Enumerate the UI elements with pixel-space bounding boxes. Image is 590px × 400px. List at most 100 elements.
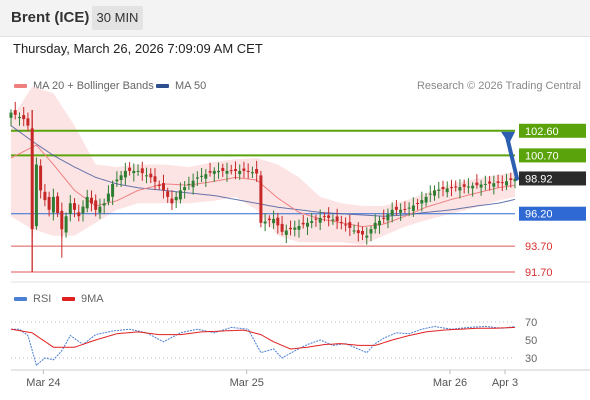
candle-body — [102, 203, 106, 206]
candle-body — [458, 187, 462, 191]
level-label-96.20: 96.20 — [525, 209, 553, 221]
candle-body — [187, 183, 191, 185]
ma20-legend-swatch — [14, 84, 27, 88]
candle-body — [22, 115, 26, 120]
candle-body — [250, 172, 254, 174]
candle-body — [195, 177, 199, 179]
candle-body — [157, 184, 161, 186]
candle-body — [259, 175, 263, 223]
ma50-line — [10, 125, 516, 217]
candle-body — [39, 165, 43, 191]
candle-body — [420, 200, 424, 204]
rsi-legend-label: RSI — [33, 293, 52, 305]
candle-body — [123, 170, 127, 178]
time-label: Apr 3 — [492, 377, 518, 389]
bollinger-band — [11, 86, 515, 245]
candle-body — [433, 190, 436, 196]
candle-body — [166, 191, 170, 197]
candle-body — [47, 197, 51, 210]
candle-body — [90, 197, 93, 204]
candle-body — [9, 112, 13, 118]
candle-body — [280, 223, 284, 232]
rsi-series-RSI — [11, 325, 516, 367]
instrument-title: Brent (ICE) — [11, 9, 90, 26]
candle-body — [492, 183, 496, 187]
candle-body — [178, 190, 182, 200]
forecast-arrow-head — [501, 131, 515, 144]
candle-body — [331, 219, 335, 221]
candle-body — [13, 110, 17, 115]
level-label-91.70: 91.70 — [525, 267, 553, 279]
candle-body — [51, 196, 55, 213]
candle-body — [344, 224, 348, 226]
candle-body — [128, 167, 132, 171]
candle-body — [479, 184, 483, 188]
level-tag-96.20 — [519, 206, 586, 221]
ma50-legend-label: MA 50 — [175, 80, 207, 92]
candle-body — [115, 179, 119, 182]
candle-body — [352, 230, 356, 232]
candle-body — [399, 209, 403, 213]
candle-body — [85, 196, 89, 209]
candle-body — [314, 218, 318, 220]
candle-body — [411, 205, 415, 211]
candle-body — [174, 196, 178, 201]
candle-body — [111, 183, 115, 197]
candle-body — [204, 174, 208, 179]
candle-body — [217, 170, 220, 173]
candle-body — [403, 208, 407, 210]
candle-body — [272, 218, 276, 224]
candle-body — [132, 170, 136, 174]
candle-body — [255, 169, 259, 174]
candle-body — [26, 118, 30, 126]
candle-body — [106, 193, 110, 202]
candle-body — [378, 220, 381, 226]
candle-body — [208, 171, 212, 173]
candle-body — [373, 222, 377, 229]
candle-body — [229, 170, 233, 172]
candle-body — [424, 196, 428, 203]
ma50-legend-swatch — [156, 84, 169, 88]
candle-body — [153, 176, 157, 182]
candle-body — [386, 214, 390, 221]
rsi9-legend-swatch — [62, 297, 75, 301]
rsi-tick-label: 50 — [525, 335, 537, 347]
candle-body — [475, 182, 479, 186]
candle-body — [149, 173, 153, 178]
candle-body — [293, 227, 297, 230]
candle-body — [94, 200, 98, 210]
chart-header: Brent (ICE) 30 MIN — [0, 0, 590, 37]
candle-body — [81, 206, 85, 214]
level-label-102.60: 102.60 — [525, 126, 559, 138]
candle-body — [441, 187, 445, 190]
candle-body — [339, 222, 343, 224]
last-price-tag — [519, 171, 586, 186]
candle-body — [322, 216, 326, 218]
candle-body — [225, 170, 229, 174]
time-label: Mar 26 — [433, 377, 467, 389]
candle-body — [200, 175, 204, 177]
candle-body — [284, 230, 288, 235]
timeframe-button[interactable]: 30 MIN — [92, 6, 143, 30]
candle-body — [221, 167, 225, 171]
level-label-93.70: 93.70 — [525, 241, 553, 253]
candle-body — [382, 217, 386, 219]
candle-body — [145, 175, 148, 177]
chart-timestamp: Thursday, March 26, 2026 7:09:09 AM CET — [13, 41, 263, 56]
candle-body — [445, 188, 449, 193]
candle-body — [34, 164, 38, 227]
candle-body — [369, 229, 373, 234]
rsi-series-9MA — [10, 326, 516, 350]
level-label-100.70: 100.70 — [525, 150, 559, 162]
candle-body — [466, 186, 470, 188]
last-price-label: 98.92 — [525, 173, 553, 185]
candle-body — [348, 222, 352, 228]
candle-body — [416, 203, 420, 204]
candle-body — [327, 215, 331, 218]
rsi9-legend-label: 9MA — [81, 293, 104, 305]
candle-body — [73, 203, 76, 210]
candle-body — [170, 198, 174, 204]
candle-body — [301, 222, 305, 225]
candle-body — [18, 117, 21, 119]
candle-body — [390, 209, 394, 216]
